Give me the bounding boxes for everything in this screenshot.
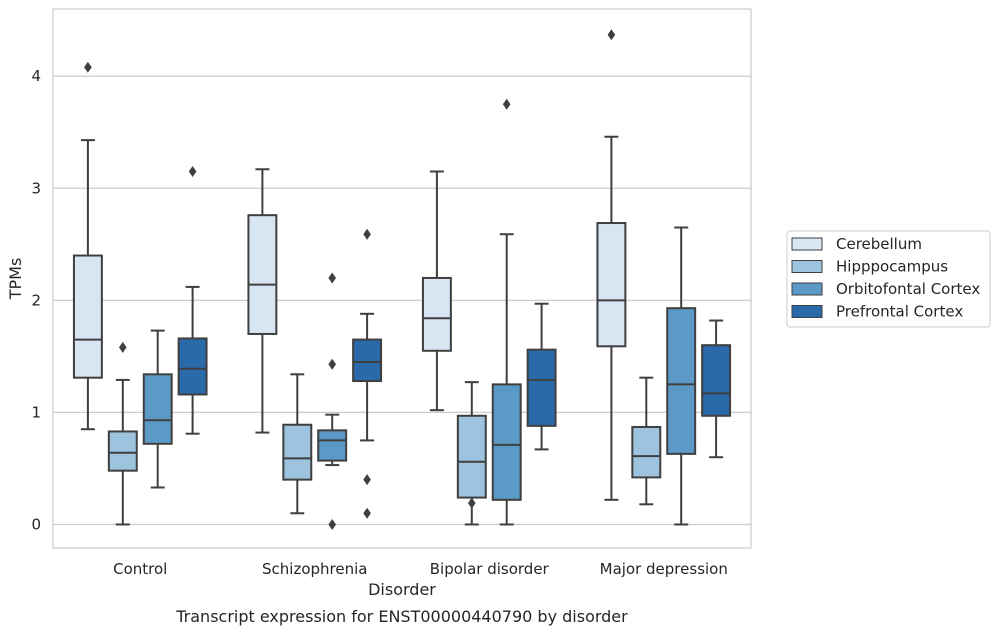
box (666, 307, 697, 455)
y-tick-label: 0 (31, 515, 41, 533)
outlier-point (363, 507, 371, 519)
box (421, 276, 452, 352)
outlier-point (328, 272, 336, 284)
box-group (72, 61, 103, 431)
box (247, 214, 278, 335)
outlier-point (363, 228, 371, 240)
box-group (177, 165, 208, 435)
box (142, 373, 173, 445)
legend-swatch (791, 260, 823, 273)
box-group (701, 319, 732, 459)
y-tick-label: 1 (31, 403, 41, 421)
legend-swatch (791, 305, 823, 318)
box (526, 348, 557, 427)
outlier-point (328, 358, 336, 370)
box (177, 337, 208, 396)
box-group (421, 170, 452, 412)
box-group (631, 376, 662, 506)
box-group (352, 228, 383, 519)
outlier-point (84, 61, 92, 73)
legend-item: Hipppocampus (791, 258, 948, 276)
legend-label: Prefrontal Cortex (836, 303, 963, 321)
outlier-point (188, 165, 197, 177)
legend-item: Cerebellum (791, 235, 922, 253)
y-tick-label: 4 (31, 67, 41, 85)
legend-item: Prefrontal Cortex (791, 303, 963, 321)
outlier-point (502, 98, 511, 110)
legend-label: Hipppocampus (836, 258, 948, 276)
outlier-point (119, 341, 127, 353)
box-group (142, 329, 173, 489)
box (596, 222, 627, 348)
legend-label: Orbitofontal Cortex (836, 280, 980, 298)
x-tick-label: Schizophrenia (262, 560, 367, 578)
box (107, 430, 138, 472)
box-group (491, 98, 522, 526)
box (282, 423, 313, 481)
x-tick-label: Control (113, 560, 167, 578)
outlier-point (363, 474, 371, 486)
x-axis-title: Disorder (368, 580, 436, 599)
box-group (596, 29, 627, 501)
boxes (72, 29, 732, 530)
outlier-point (468, 497, 476, 509)
legend-frame (786, 230, 991, 328)
box-group (666, 226, 697, 526)
x-tick-label: Bipolar disorder (430, 560, 550, 578)
box (72, 254, 103, 379)
legend-swatch (791, 282, 823, 296)
box (352, 338, 383, 383)
x-tick-label: Major depression (600, 560, 728, 578)
outlier-point (328, 518, 336, 530)
y-axis-title: TPMs (6, 258, 25, 301)
box-group (282, 373, 313, 515)
box-group (526, 302, 557, 451)
y-tick-label: 2 (31, 291, 41, 309)
box-group (107, 341, 138, 526)
box (631, 425, 662, 479)
outlier-point (607, 29, 616, 41)
box (456, 414, 487, 499)
y-tick-label: 3 (31, 179, 41, 197)
legend-item: Orbitofontal Cortex (791, 280, 980, 298)
box-group (317, 272, 348, 530)
chart-caption: Transcript expression for ENST0000044079… (175, 607, 628, 626)
box (317, 429, 348, 462)
plot-frame (52, 8, 752, 549)
box (491, 383, 522, 501)
legend: Cerebellum Hipppocampus Orbitofontal Corte… (786, 230, 991, 328)
x-tick-labels: Control Schizophrenia Bipolar disorder Majo… (113, 560, 728, 578)
box (701, 344, 732, 417)
y-tick-labels: 0 1 2 3 4 (31, 67, 41, 533)
box-group (247, 168, 278, 434)
legend-swatch (791, 237, 823, 251)
box-group (456, 381, 487, 526)
legend-label: Cerebellum (836, 235, 922, 253)
